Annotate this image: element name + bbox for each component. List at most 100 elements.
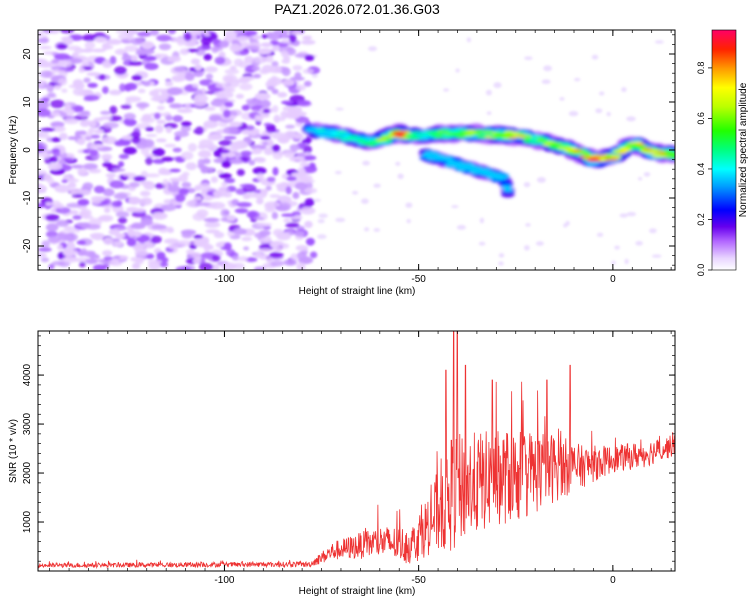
noise-blob [252,148,263,155]
noise-blob [143,181,155,190]
noise-blob [202,158,211,165]
noise-blob [265,185,272,191]
noise-blob [224,76,234,84]
noise-blob [156,251,166,259]
noise-blob [128,61,144,66]
noise-blob [109,261,122,267]
noise-blob [635,241,643,246]
noise-blob [193,94,208,103]
noise-blob [220,262,237,270]
noise-blob [272,245,283,252]
noise-blob [282,106,294,112]
noise-blob [176,240,192,247]
noise-blob [235,93,244,99]
noise-blob [135,50,148,56]
noise-blob [81,48,93,53]
noise-blob [61,88,68,93]
noise-blob [224,101,234,108]
noise-blob [40,127,56,132]
noise-blob [213,97,229,103]
noise-blob [117,74,128,79]
noise-blob [145,133,158,138]
noise-blob [61,256,78,263]
noise-blob [76,240,87,245]
noise-blob [38,61,54,68]
noise-blob [65,103,72,112]
noise-blob [214,56,226,65]
noise-blob [71,194,84,198]
noise-blob [38,144,46,153]
noise-blob [536,177,546,183]
noise-blob [124,45,139,52]
noise-blob [244,55,254,64]
noise-blob [141,139,155,148]
noise-blob [144,62,159,70]
noise-blob [77,250,87,256]
noise-blob [168,243,179,250]
noise-blob [156,34,172,42]
y-tick-label: 0 [22,147,33,153]
noise-blob [281,213,296,217]
noise-blob [259,48,273,55]
noise-blob [77,168,88,175]
spectrogram-noise-layer [38,30,664,270]
noise-blob [176,108,193,114]
snr-ylabel: SNR (10 * v/v) [8,419,19,483]
noise-blob [302,35,312,40]
noise-blob [51,148,60,153]
noise-blob [101,153,113,161]
noise-blob [218,139,233,146]
signal-blob [597,154,607,157]
noise-blob [626,116,636,122]
noise-blob [38,37,50,44]
snr-panel: -100 -50 0 1000 2000 3000 4000 Height of strai… [8,330,676,597]
noise-blob [241,104,250,111]
noise-blob [39,70,53,78]
noise-blob [246,210,260,219]
noise-blob [302,68,314,74]
noise-blob [240,150,252,156]
noise-blob [57,244,63,251]
noise-blob [203,32,211,37]
noise-blob [204,106,216,111]
noise-blob [43,30,52,34]
noise-blob [232,255,240,261]
noise-blob [205,144,218,151]
noise-blob [220,208,230,218]
signal-blob [553,142,564,145]
noise-blob [304,187,318,194]
noise-blob [193,196,202,201]
noise-blob [203,217,220,223]
noise-blob [103,256,113,261]
noise-blob [180,121,192,127]
noise-blob [261,34,268,39]
noise-blob [40,257,50,263]
signal-blob [560,146,571,149]
noise-blob [115,211,130,218]
noise-blob [335,107,344,111]
signal-blob [500,185,512,189]
signal-blob [473,132,484,134]
snr-xlabel: Height of straight line (km) [299,586,416,597]
noise-blob [47,92,56,98]
noise-blob [654,40,664,44]
noise-blob [270,260,284,267]
noise-blob [236,202,252,208]
noise-blob [102,250,113,257]
noise-blob [154,112,161,120]
noise-blob [541,79,551,84]
noise-blob [128,181,140,188]
noise-blob [199,262,213,270]
noise-blob [266,176,276,182]
noise-blob [50,121,65,128]
noise-blob [254,252,263,258]
noise-blob [59,132,68,141]
noise-blob [203,123,211,129]
noise-blob [266,86,275,91]
noise-blob [373,183,381,188]
x-tick-label: -100 [214,274,234,285]
noise-blob [133,175,146,182]
noise-blob [178,174,189,182]
noise-blob [84,41,96,50]
noise-blob [226,152,236,158]
